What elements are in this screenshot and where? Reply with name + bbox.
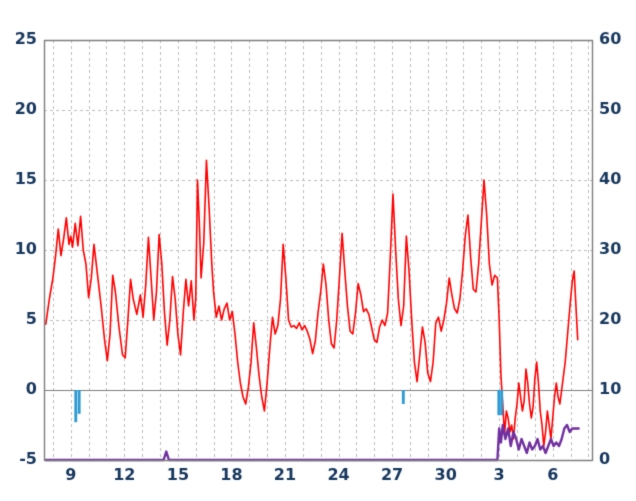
weather-chart: 積雪以外 新地蔵峠 積雪 [0,0,636,501]
chart-canvas [0,0,636,501]
